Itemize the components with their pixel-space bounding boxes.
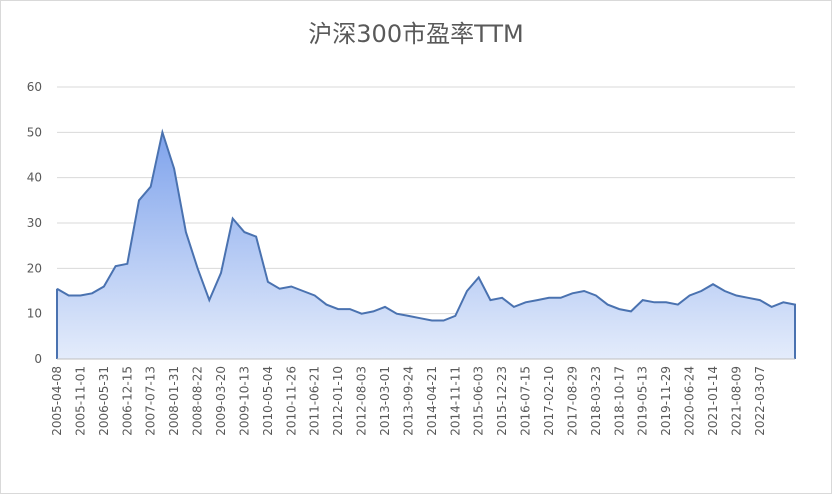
y-tick-label: 20	[27, 261, 42, 275]
x-tick-label: 2006-05-31	[97, 366, 111, 436]
x-tick-label: 2015-06-03	[472, 366, 486, 436]
x-tick-label: 2018-10-17	[612, 366, 626, 436]
x-tick-label: 2008-01-31	[167, 366, 181, 436]
x-tick-label: 2015-12-23	[495, 366, 509, 436]
x-tick-label: 2014-11-11	[448, 366, 462, 436]
x-tick-label: 2012-01-10	[331, 366, 345, 436]
x-tick-label: 2007-07-13	[144, 366, 158, 436]
y-tick-label: 60	[27, 80, 42, 94]
x-tick-label: 2010-11-26	[284, 366, 298, 436]
x-tick-label: 2017-08-29	[565, 366, 579, 436]
x-tick-label: 2022-03-07	[753, 366, 767, 436]
x-tick-label: 2016-07-15	[519, 366, 533, 436]
x-tick-label: 2017-02-10	[542, 366, 556, 436]
x-tick-label: 2010-05-04	[261, 366, 275, 436]
x-tick-label: 2005-04-08	[50, 366, 64, 436]
y-tick-label: 30	[27, 216, 42, 230]
x-tick-label: 2014-04-21	[425, 366, 439, 436]
x-tick-label: 2008-08-22	[191, 366, 205, 436]
x-tick-label: 2021-01-14	[706, 366, 720, 436]
x-tick-label: 2006-12-15	[120, 366, 134, 436]
x-tick-label: 2009-10-13	[237, 366, 251, 436]
x-tick-label: 2012-08-03	[355, 366, 369, 436]
y-tick-label: 50	[27, 125, 42, 139]
x-tick-label: 2019-05-13	[636, 366, 650, 436]
x-tick-label: 2005-11-01	[73, 366, 87, 436]
area-fill	[57, 132, 795, 359]
x-tick-label: 2011-06-21	[308, 366, 322, 436]
chart-title: 沪深300市盈率TTM	[308, 20, 523, 48]
y-tick-label: 10	[27, 307, 42, 321]
x-tick-label: 2013-03-01	[378, 366, 392, 436]
x-tick-label: 2013-09-24	[401, 366, 415, 436]
x-tick-label: 2019-11-29	[659, 366, 673, 436]
y-tick-label: 40	[27, 171, 42, 185]
x-tick-label: 2021-08-09	[729, 366, 743, 436]
x-tick-label: 2009-03-20	[214, 366, 228, 436]
y-tick-label: 0	[34, 352, 42, 366]
x-tick-label: 2018-03-23	[589, 366, 603, 436]
x-tick-label: 2020-06-24	[683, 366, 697, 436]
area-line	[56, 128, 796, 359]
